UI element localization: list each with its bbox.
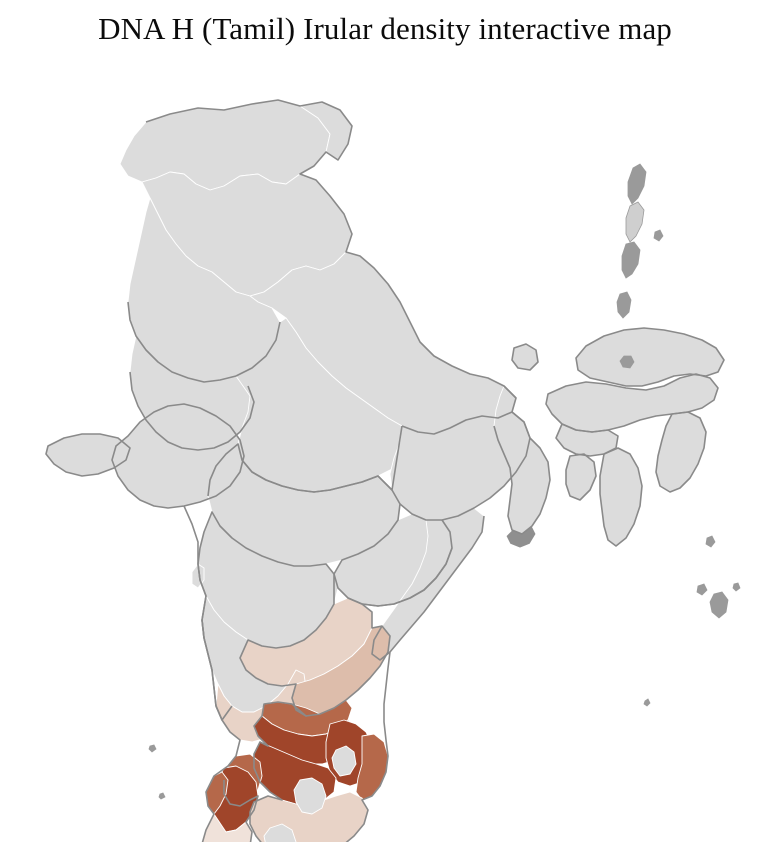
island-car-nicobar[interactable] bbox=[620, 356, 634, 368]
map-container[interactable] bbox=[0, 56, 770, 842]
island-south-andaman[interactable] bbox=[622, 242, 640, 278]
boundary-karnataka bbox=[198, 512, 334, 812]
state-boundaries-group bbox=[46, 100, 724, 842]
region-kerala-south-level1[interactable] bbox=[200, 814, 252, 842]
boundary-west-bengal bbox=[494, 386, 550, 534]
region-tn-grey-pocket-b[interactable] bbox=[264, 824, 296, 842]
boundary-sikkim bbox=[512, 344, 538, 370]
boundary-andhra-inland bbox=[362, 548, 452, 606]
boundary-mp-south bbox=[242, 426, 402, 492]
base-landmass-group bbox=[46, 100, 724, 712]
boundary-nagaland-manipur bbox=[656, 412, 706, 492]
page-title: DNA H (Tamil) Irular density interactive… bbox=[98, 11, 672, 46]
boundary-west-coastline bbox=[112, 404, 244, 508]
island-lakshadweep-b[interactable] bbox=[159, 793, 165, 799]
boundary-tamil-nadu-east-coast bbox=[372, 626, 390, 660]
boundary-kerala-coast bbox=[200, 620, 272, 842]
boundary-east-coastline bbox=[250, 516, 484, 842]
boundary-tamil-nadu bbox=[296, 598, 390, 716]
island-great-nicobar[interactable] bbox=[710, 592, 728, 618]
india-choropleth-map[interactable] bbox=[0, 56, 770, 842]
region-tn-grey-pocket-a[interactable] bbox=[294, 778, 326, 814]
island-narcondam[interactable] bbox=[644, 699, 650, 706]
island-middle-andaman[interactable] bbox=[626, 202, 644, 242]
island-north-andaman[interactable] bbox=[628, 164, 646, 204]
region-nagaland-manipur[interactable] bbox=[656, 412, 706, 492]
island-nicobar-small-b[interactable] bbox=[733, 583, 740, 591]
islands-group bbox=[149, 164, 740, 842]
boundary-tripura bbox=[566, 454, 596, 500]
boundary-kutch-coast bbox=[46, 434, 130, 476]
boundary-meghalaya bbox=[556, 424, 618, 456]
island-lakshadweep-a[interactable] bbox=[149, 745, 156, 752]
boundary-national-north bbox=[146, 100, 516, 398]
boundary-arunachal bbox=[576, 328, 724, 386]
region-tn-grey-pocket-c[interactable] bbox=[332, 746, 356, 776]
island-little-andaman[interactable] bbox=[617, 292, 631, 318]
boundary-rajasthan-gujarat bbox=[128, 302, 280, 382]
island-nicobar-small-a[interactable] bbox=[697, 584, 707, 595]
island-barren[interactable] bbox=[654, 230, 663, 241]
boundary-konkan-coast bbox=[184, 506, 206, 638]
island-nicobar-mid[interactable] bbox=[706, 536, 715, 547]
boundary-mizoram bbox=[600, 448, 642, 546]
boundary-odisha bbox=[400, 412, 530, 520]
boundary-gujarat bbox=[130, 372, 254, 450]
